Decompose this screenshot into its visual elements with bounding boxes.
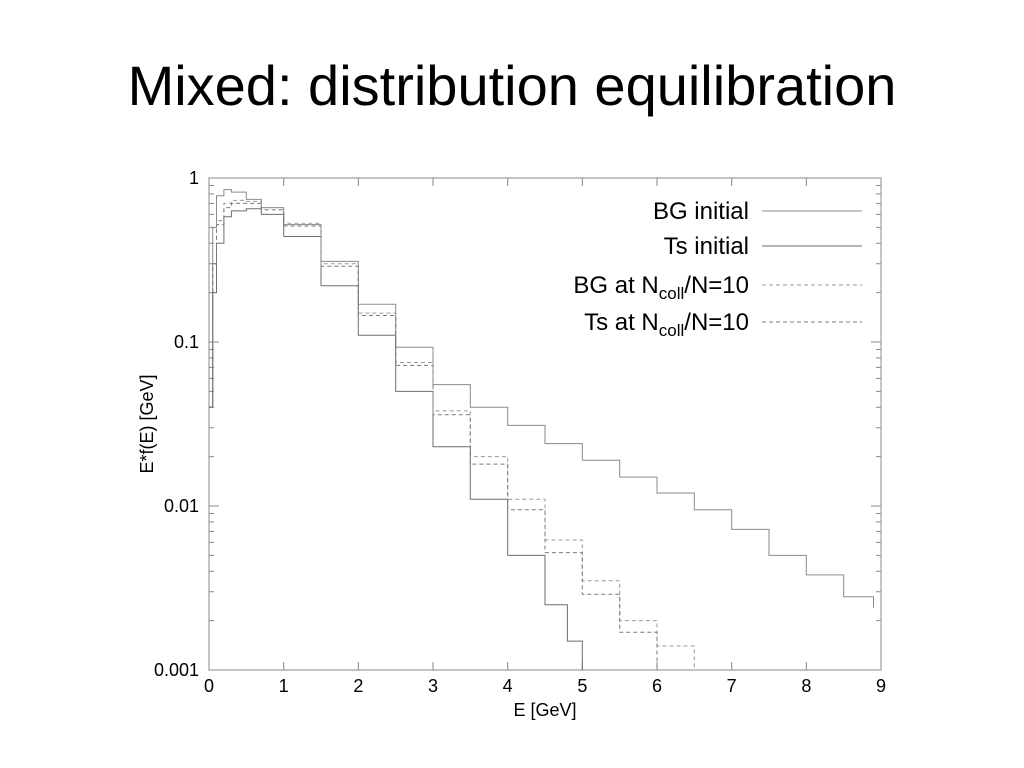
x-tick-label: 8 [801,676,811,696]
legend-label-2: Ts initial [664,233,749,260]
x-tick-label: 7 [727,676,737,696]
x-axis-label: E [GeV] [513,700,576,720]
x-tick-label: 1 [279,676,289,696]
legend-label-main: Ts initial [664,233,749,260]
legend-label-4: Ts at Ncoll/N=10 [584,309,749,340]
plot-frame [208,177,882,671]
series-line-4 [209,202,658,670]
y-tick-label: 1 [189,168,199,188]
series-line-2 [209,208,583,670]
series-line-3 [209,199,695,670]
legend-label-3: BG at Ncoll/N=10 [573,272,749,303]
legend-label-tail: /N=10 [684,272,749,299]
y-tick-label: 0.1 [174,332,199,352]
legend-label-subscript: coll [659,321,685,340]
legend-label-subscript: coll [659,284,685,303]
x-tick-label: 5 [577,676,587,696]
legend-label-main: BG at N [573,272,658,299]
x-tick-label: 3 [428,676,438,696]
y-tick-label: 0.001 [154,660,199,680]
x-tick-label: 0 [204,676,214,696]
ticks-layer: 0 1 2 3 4 5 6 7 8 9 1 0.1 0.01 0.001 [154,168,886,696]
legend-label-1: BG initial [653,198,749,225]
y-tick-label: 0.01 [164,496,199,516]
series-line-1 [209,189,874,608]
y-axis-label: E*f(E) [GeV] [137,374,157,473]
legend-label-tail: /N=10 [684,309,749,336]
legend-label-main: Ts at N [584,309,659,336]
x-tick-label: 6 [652,676,662,696]
slide-title: Mixed: distribution equilibration [127,54,897,117]
legend-label-main: BG initial [653,198,749,225]
x-tick-label: 9 [876,676,886,696]
series-layer [209,189,874,670]
x-tick-label: 4 [503,676,513,696]
x-tick-label: 2 [353,676,363,696]
